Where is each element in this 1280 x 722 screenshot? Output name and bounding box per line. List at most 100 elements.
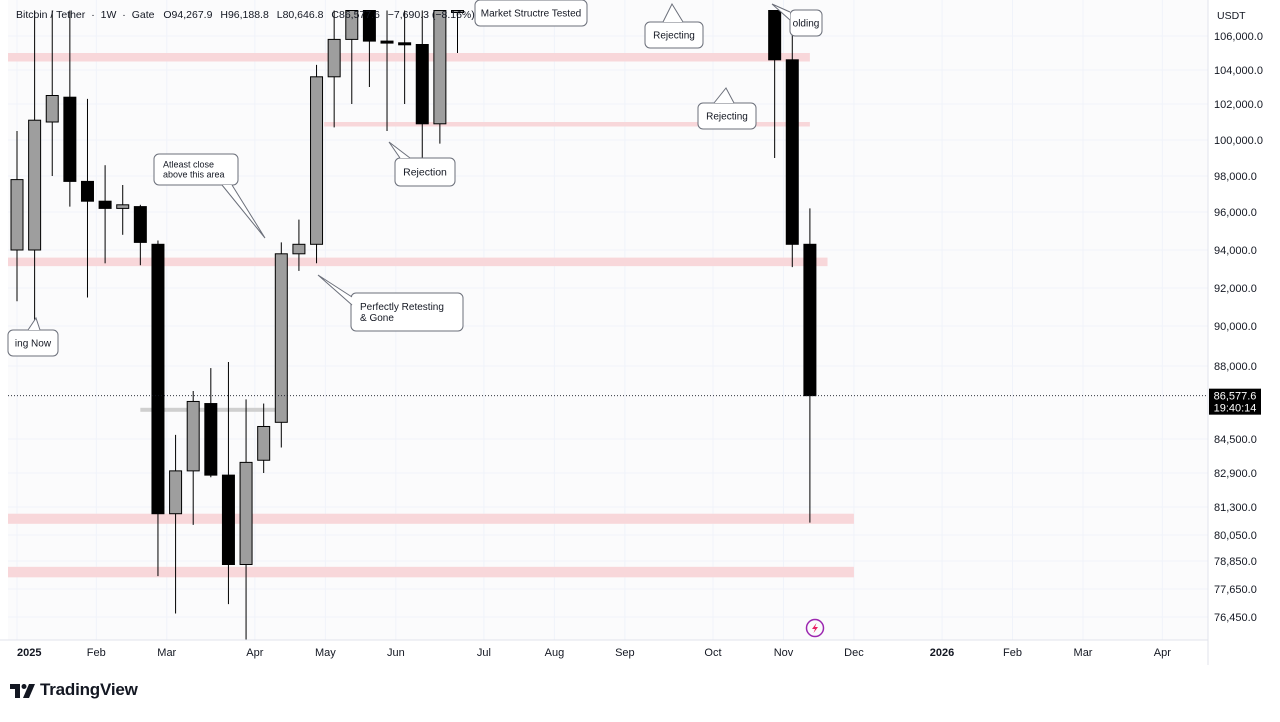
- callout-box: [474, 0, 588, 27]
- lightning-icon[interactable]: [805, 618, 825, 638]
- price-tick-label: 81,300.0: [1214, 502, 1257, 514]
- price-tick-label: 77,650.0: [1214, 584, 1257, 596]
- candle-body: [310, 76, 324, 245]
- time-tick-label: Jun: [387, 647, 405, 659]
- price-tick-label: 88,000.0: [1214, 361, 1257, 373]
- sr-zone: [8, 566, 854, 578]
- candle-body: [415, 44, 429, 125]
- last-price-tag: 86,577.619:40:14: [1209, 388, 1261, 415]
- tradingview-brand[interactable]: TradingView: [10, 680, 138, 700]
- callout-text: Rejecting: [653, 31, 695, 42]
- candle-bearish: [785, 10, 799, 268]
- price-tick-label: 100,000.0: [1214, 135, 1263, 147]
- callout-pointer: [713, 87, 735, 104]
- tradingview-logo-icon: [10, 684, 35, 698]
- candle-body: [257, 425, 271, 461]
- time-tick-label: Mar: [157, 647, 176, 659]
- time-tick-label: Nov: [774, 647, 794, 659]
- candle-bullish: [257, 403, 271, 473]
- candle-bearish: [151, 240, 165, 577]
- callout-text: ing Now: [15, 339, 52, 350]
- callout-pointer: [662, 2, 684, 23]
- time-tick-label: Sep: [615, 647, 635, 659]
- candle-bearish: [768, 10, 782, 158]
- price-tick-label: 84,500.0: [1214, 434, 1257, 446]
- sr-zone: [8, 53, 810, 62]
- candle-bullish: [310, 64, 324, 264]
- price-axis[interactable]: 106,000.0 104,000.0 102,000.0 100,000.0 98,0…: [1214, 31, 1263, 624]
- time-tick-label: Jul: [477, 647, 491, 659]
- time-tick-label: 2026: [930, 647, 954, 659]
- time-tick-label: Aug: [545, 647, 565, 659]
- callout-pointer: [317, 274, 353, 306]
- candle-body: [345, 10, 359, 40]
- price-tick-label: 90,000.0: [1214, 321, 1257, 333]
- callout-text: Perfectly Retesting: [360, 302, 444, 313]
- brand-name: TradingView: [40, 680, 138, 699]
- callout-text: Atleast close: [163, 160, 214, 170]
- annotation-callout: Rejecting: [644, 2, 704, 49]
- candle-bearish: [98, 165, 112, 264]
- candle-body: [45, 95, 59, 123]
- callout-text: Rejecting: [706, 112, 748, 123]
- price-tick-label: 102,000.0: [1214, 99, 1263, 111]
- candle-bullish: [45, 10, 59, 176]
- time-tick-label: Apr: [246, 647, 263, 659]
- legend-separator: ·: [122, 9, 126, 21]
- grid-lines: [8, 0, 1208, 640]
- candle-body: [10, 179, 24, 251]
- candle-body: [274, 253, 288, 423]
- candle-bullish: [327, 10, 341, 128]
- price-tick-label: 94,000.0: [1214, 245, 1257, 257]
- time-axis[interactable]: 2025 Feb Mar Apr May Jun Jul Aug Sep Oct Nov Dec 202…: [17, 647, 1171, 659]
- time-tick-label: May: [315, 647, 336, 659]
- candle-body: [133, 206, 147, 243]
- candle-bullish: [28, 10, 42, 336]
- time-tick-label: Apr: [1154, 647, 1171, 659]
- callout-pointer: [221, 184, 266, 239]
- candle-body: [398, 42, 412, 46]
- candle-bullish: [239, 399, 253, 640]
- annotation-callout: Market Structre Tested: [474, 0, 588, 27]
- annotation-callout: olding: [771, 3, 823, 37]
- candle-body: [803, 243, 817, 397]
- candle-bullish: [451, 10, 464, 53]
- candle-body: [221, 474, 235, 565]
- symbol-legend[interactable]: Bitcoin / Tether · 1W · Gate O94,267.9 H…: [16, 9, 475, 21]
- callout-box: [789, 9, 823, 37]
- time-tick-label: Dec: [844, 647, 864, 659]
- callout-text: Rejection: [403, 167, 447, 179]
- candle-bullish: [274, 242, 288, 448]
- price-tag-price: 86,577.6: [1214, 391, 1257, 403]
- candle-bearish: [204, 368, 218, 478]
- candle-bullish: [433, 10, 447, 144]
- candle-body: [80, 180, 94, 202]
- price-tick-label: 76,450.0: [1214, 612, 1257, 624]
- candle-body: [327, 38, 341, 78]
- time-tick-label: Mar: [1074, 647, 1093, 659]
- callout-box: [350, 292, 464, 332]
- callout-pointer: [27, 316, 41, 331]
- candle-bearish: [221, 362, 235, 605]
- ohlc-high: H96,188.8: [220, 9, 269, 21]
- annotation-callout: Rejecting: [697, 87, 757, 130]
- currency-label[interactable]: USDT: [1217, 10, 1246, 22]
- time-tick-label: Feb: [1003, 647, 1022, 659]
- sr-zone: [324, 122, 810, 127]
- candle-bearish: [398, 10, 412, 104]
- price-tag-box: [1209, 388, 1261, 415]
- annotation-callout: Perfectly Retesting& Gone: [317, 274, 464, 332]
- price-tick-label: 82,900.0: [1214, 468, 1257, 480]
- price-tick-label: 80,050.0: [1214, 530, 1257, 542]
- candles: [10, 10, 817, 640]
- time-tick-label: Oct: [704, 647, 721, 659]
- ohlc-low: L80,646.8: [276, 9, 324, 21]
- time-tick-label: Feb: [87, 647, 106, 659]
- annotation-callout: Rejection: [388, 141, 456, 187]
- candle-body: [292, 243, 306, 255]
- annotation-callout: ing Now: [7, 316, 59, 357]
- candle-body: [433, 10, 447, 125]
